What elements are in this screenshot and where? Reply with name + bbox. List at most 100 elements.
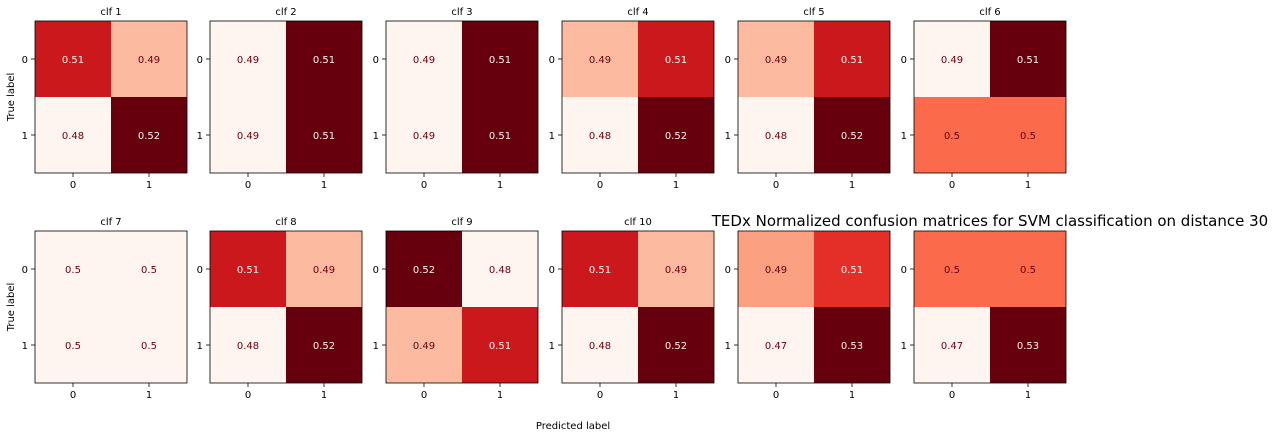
confusion-matrix-2-title: clf 2: [275, 7, 296, 18]
confusion-matrix-10-frame: [561, 230, 715, 384]
confusion-matrix-8-cell-1-0: [210, 307, 286, 383]
confusion-matrix-9-cell-label-0-0: 0.52: [413, 265, 435, 276]
confusion-matrix-5-cell-label-1-0: 0.48: [765, 131, 787, 142]
confusion-matrix-9: 0.52 0.48 0.49 0.51 0 1 0 1 clf 9: [373, 217, 539, 401]
confusion-matrix-5: 0.49 0.51 0.48 0.52 0 1 0 1 clf 5: [725, 7, 891, 191]
confusion-matrix-6-frame: [913, 20, 1067, 174]
confusion-matrix-7-x-tick-0: 0: [70, 390, 76, 401]
confusion-matrix-3-cell-1-0: [386, 97, 462, 173]
confusion-matrix-7-cell-label-1-0: 0.5: [65, 341, 81, 352]
confusion-matrix-2-x-tick-0: 0: [245, 180, 251, 191]
confusion-matrix-6-y-tick-1: 1: [901, 131, 907, 142]
confusion-matrix-9-cell-1-1: [462, 307, 538, 383]
confusion-matrix-12-frame: [913, 230, 1067, 384]
confusion-matrix-4-cell-0-1: [638, 21, 714, 97]
confusion-matrix-8-cell-0-1: [286, 231, 362, 307]
confusion-matrix-8-cell-label-1-0: 0.48: [237, 341, 259, 352]
confusion-matrix-9-cell-label-1-0: 0.49: [413, 341, 435, 352]
confusion-matrix-7-cell-label-0-0: 0.5: [65, 265, 81, 276]
confusion-matrix-9-cell-1-0: [386, 307, 462, 383]
confusion-matrix-11: 0.49 0.51 0.47 0.53 0 1 0 1: [725, 230, 891, 401]
confusion-matrix-7-cell-0-0: [35, 231, 111, 307]
confusion-matrix-8-title: clf 8: [275, 217, 296, 228]
confusion-matrix-12-y-tick-1: 1: [901, 341, 907, 352]
confusion-matrix-4: 0.49 0.51 0.48 0.52 0 1 0 1 clf 4: [549, 7, 715, 191]
confusion-matrix-6-cell-label-0-0: 0.49: [941, 55, 963, 66]
confusion-matrix-10-cell-0-0: [562, 231, 638, 307]
confusion-matrix-6-cell-label-0-1: 0.51: [1017, 55, 1039, 66]
confusion-matrix-6-x-tick-1: 1: [1025, 180, 1031, 191]
confusion-matrix-7-cell-label-1-1: 0.5: [141, 341, 157, 352]
confusion-matrix-11-cell-0-1: [814, 231, 890, 307]
confusion-matrix-4-y-tick-0: 0: [549, 55, 555, 66]
confusion-matrix-4-cell-1-0: [562, 97, 638, 173]
confusion-matrix-2-cell-label-0-1: 0.51: [313, 55, 335, 66]
confusion-matrix-12-y-tick-0: 0: [901, 265, 907, 276]
confusion-matrix-2-y-tick-1: 1: [197, 131, 203, 142]
confusion-matrix-8-x-tick-0: 0: [245, 390, 251, 401]
figure-suptitle: TEDx Normalized confusion matrices for S…: [711, 212, 1268, 230]
confusion-matrix-11-cell-label-0-1: 0.51: [841, 265, 863, 276]
confusion-matrix-11-x-tick-0: 0: [773, 390, 779, 401]
confusion-matrix-4-frame: [561, 20, 715, 174]
confusion-matrix-1-cell-0-1: [111, 21, 187, 97]
confusion-matrix-5-frame: [737, 20, 891, 174]
confusion-matrix-5-cell-label-0-1: 0.51: [841, 55, 863, 66]
confusion-matrix-2-frame: [209, 20, 363, 174]
confusion-matrix-3-x-tick-0: 0: [421, 180, 427, 191]
confusion-matrix-5-title: clf 5: [803, 7, 824, 18]
confusion-matrix-5-cell-label-0-0: 0.49: [765, 55, 787, 66]
confusion-matrix-8: 0.51 0.49 0.48 0.52 0 1 0 1 clf 8: [197, 217, 363, 401]
confusion-matrix-8-x-tick-1: 1: [321, 390, 327, 401]
confusion-matrix-7-y-tick-1: 1: [22, 341, 28, 352]
confusion-matrix-12-cell-0-0: [914, 231, 990, 307]
confusion-matrix-1-cell-label-0-1: 0.49: [138, 55, 160, 66]
confusion-matrix-6-cell-0-1: [990, 21, 1066, 97]
confusion-matrix-8-cell-label-0-1: 0.49: [313, 265, 335, 276]
confusion-matrix-8-cell-1-1: [286, 307, 362, 383]
confusion-matrix-12-x-tick-1: 1: [1025, 390, 1031, 401]
confusion-matrix-3-title: clf 3: [451, 7, 472, 18]
confusion-matrix-6-cell-label-1-1: 0.5: [1020, 131, 1036, 142]
confusion-matrix-7-y-tick-0: 0: [22, 265, 28, 276]
confusion-matrix-12-cell-label-1-1: 0.53: [1017, 341, 1039, 352]
confusion-matrix-12-cell-1-0: [914, 307, 990, 383]
confusion-matrix-11-cell-label-1-0: 0.47: [765, 341, 787, 352]
confusion-matrix-10-y-tick-0: 0: [549, 265, 555, 276]
confusion-matrix-2-cell-label-1-0: 0.49: [237, 131, 259, 142]
confusion-matrix-10-cell-label-1-1: 0.52: [665, 341, 687, 352]
confusion-matrix-7-x-tick-1: 1: [146, 390, 152, 401]
confusion-matrix-9-cell-label-0-1: 0.48: [489, 265, 511, 276]
confusion-matrix-3-x-tick-1: 1: [497, 180, 503, 191]
confusion-matrix-6-x-tick-0: 0: [949, 180, 955, 191]
confusion-matrix-5-cell-0-0: [738, 21, 814, 97]
confusion-matrix-7: 0.5 0.5 0.5 0.5 0 1 0 1 clf 7: [22, 217, 188, 401]
confusion-matrix-12-cell-1-1: [990, 307, 1066, 383]
confusion-matrix-11-cell-0-0: [738, 231, 814, 307]
confusion-matrix-5-cell-1-0: [738, 97, 814, 173]
confusion-matrix-1-x-tick-1: 1: [146, 180, 152, 191]
confusion-matrix-1-y-tick-0: 0: [22, 55, 28, 66]
confusion-matrix-8-y-tick-1: 1: [197, 341, 203, 352]
confusion-matrix-12-x-tick-0: 0: [949, 390, 955, 401]
confusion-matrix-6-cell-0-0: [914, 21, 990, 97]
confusion-matrix-3-cell-label-0-1: 0.51: [489, 55, 511, 66]
confusion-matrix-1-x-tick-0: 0: [70, 180, 76, 191]
confusion-matrix-8-y-tick-0: 0: [197, 265, 203, 276]
confusion-matrix-9-y-tick-0: 0: [373, 265, 379, 276]
confusion-matrix-4-cell-1-1: [638, 97, 714, 173]
confusion-matrix-1-cell-label-1-0: 0.48: [62, 131, 84, 142]
confusion-matrix-7-cell-label-0-1: 0.5: [141, 265, 157, 276]
confusion-matrix-12-cell-label-1-0: 0.47: [941, 341, 963, 352]
confusion-matrix-10-title: clf 10: [624, 217, 652, 228]
confusion-matrix-4-x-tick-1: 1: [673, 180, 679, 191]
confusion-matrix-10-y-tick-1: 1: [549, 341, 555, 352]
confusion-matrix-2-cell-0-1: [286, 21, 362, 97]
x-axis-label: Predicted label: [536, 421, 610, 432]
confusion-matrix-1-cell-0-0: [35, 21, 111, 97]
confusion-matrix-3-cell-label-1-0: 0.49: [413, 131, 435, 142]
confusion-matrix-6-cell-1-0: [914, 97, 990, 173]
confusion-matrix-3-cell-0-0: [386, 21, 462, 97]
